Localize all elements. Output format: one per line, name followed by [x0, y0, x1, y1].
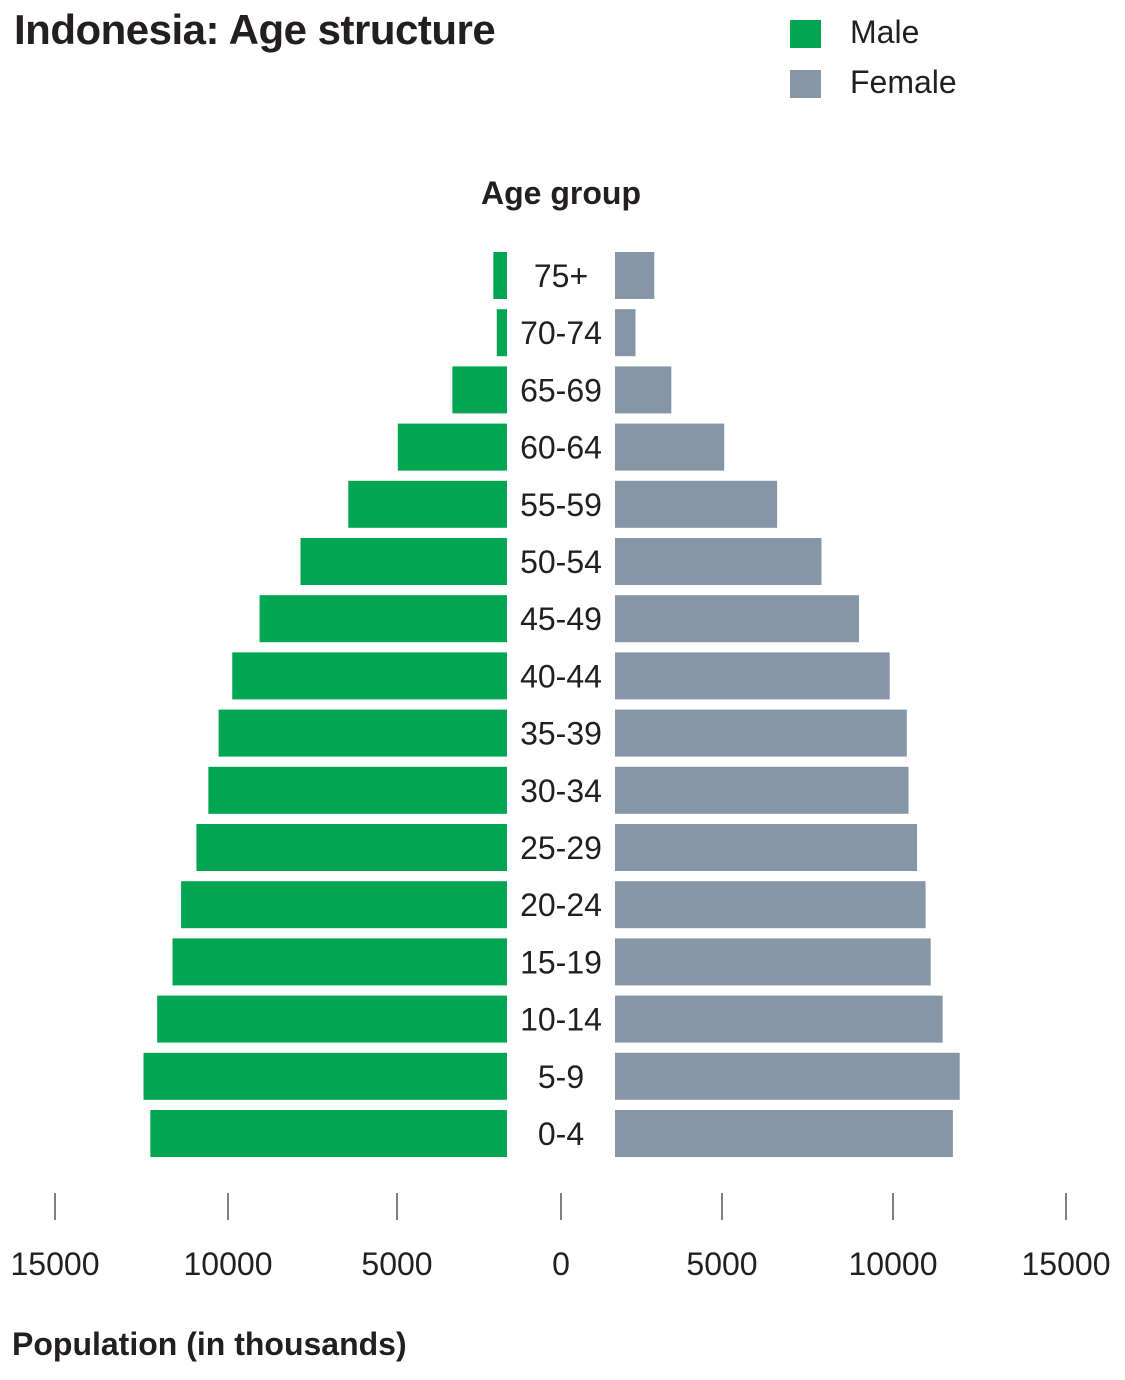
- x-axis-title: Population (in thousands): [12, 1326, 407, 1362]
- bar-female-10-14: [615, 995, 943, 1043]
- bar-male-35-39: [218, 709, 507, 757]
- bar-male-70-74: [496, 309, 507, 357]
- bar-female-15-19: [615, 938, 931, 986]
- age-label-15-19: 15-19: [520, 944, 602, 980]
- bar-female-70-74: [615, 309, 636, 357]
- bar-male-65-69: [452, 366, 507, 414]
- bar-female-0-4: [615, 1110, 953, 1157]
- age-label-55-59: 55-59: [520, 487, 602, 523]
- bar-male-10-14: [157, 995, 507, 1043]
- legend-swatch-female: [790, 70, 821, 98]
- x-tick-label-6: 15000: [1022, 1246, 1111, 1282]
- age-label-50-54: 50-54: [520, 544, 602, 580]
- legend-swatch-male: [790, 20, 821, 48]
- male-bars: [143, 252, 508, 1157]
- female-bars: [615, 252, 960, 1157]
- bar-female-60-64: [615, 423, 725, 471]
- bar-male-15-19: [172, 938, 508, 986]
- bar-male-55-59: [348, 480, 507, 528]
- age-label-45-49: 45-49: [520, 601, 602, 637]
- bar-female-5-9: [615, 1052, 960, 1100]
- x-tick-label-2: 5000: [361, 1246, 432, 1282]
- bar-male-50-54: [300, 538, 507, 585]
- bar-female-75plus: [615, 252, 655, 299]
- bar-male-0-4: [150, 1110, 507, 1157]
- bar-female-55-59: [615, 480, 778, 528]
- x-tick-label-5: 10000: [849, 1246, 938, 1282]
- age-label-30-34: 30-34: [520, 773, 602, 809]
- bar-female-45-49: [615, 595, 860, 643]
- bar-female-65-69: [615, 366, 672, 414]
- bar-female-50-54: [615, 538, 822, 585]
- bar-male-60-64: [397, 423, 507, 471]
- age-label-75plus: 75+: [534, 258, 588, 294]
- bar-male-25-29: [196, 824, 507, 871]
- x-tick-label-1: 10000: [184, 1246, 273, 1282]
- bar-female-20-24: [615, 881, 926, 929]
- age-label-20-24: 20-24: [520, 887, 602, 923]
- category-axis-title: Age group: [481, 175, 641, 211]
- bar-male-5-9: [143, 1052, 507, 1100]
- x-tick-label-0: 15000: [11, 1246, 100, 1282]
- bar-female-35-39: [615, 709, 907, 757]
- age-label-60-64: 60-64: [520, 430, 602, 466]
- bar-male-30-34: [208, 766, 508, 814]
- x-tick-label-3: 0: [552, 1246, 570, 1282]
- age-label-10-14: 10-14: [520, 1002, 602, 1038]
- bar-female-30-34: [615, 766, 909, 814]
- age-label-25-29: 25-29: [520, 830, 602, 866]
- bar-female-25-29: [615, 824, 918, 871]
- bar-male-40-44: [232, 652, 507, 700]
- age-label-0-4: 0-4: [538, 1116, 584, 1152]
- age-label-35-39: 35-39: [520, 716, 602, 752]
- age-label-5-9: 5-9: [538, 1059, 584, 1095]
- chart-title: Indonesia: Age structure: [14, 6, 496, 53]
- bar-male-20-24: [181, 881, 507, 929]
- age-group-labels: 75+ 70-74 65-69 60-64 55-59 50-54 45-49 40-44 35…: [520, 258, 602, 1152]
- age-label-70-74: 70-74: [520, 315, 602, 351]
- legend-label-male: Male: [850, 14, 920, 50]
- age-label-65-69: 65-69: [520, 372, 602, 408]
- legend-label-female: Female: [850, 64, 957, 100]
- bar-male-75plus: [493, 252, 507, 299]
- bar-female-40-44: [615, 652, 890, 700]
- x-axis: 15000 10000 5000 0 5000 10000 15000: [11, 1193, 1111, 1282]
- bar-male-45-49: [259, 595, 507, 643]
- age-label-40-44: 40-44: [520, 658, 602, 694]
- x-tick-label-4: 5000: [686, 1246, 757, 1282]
